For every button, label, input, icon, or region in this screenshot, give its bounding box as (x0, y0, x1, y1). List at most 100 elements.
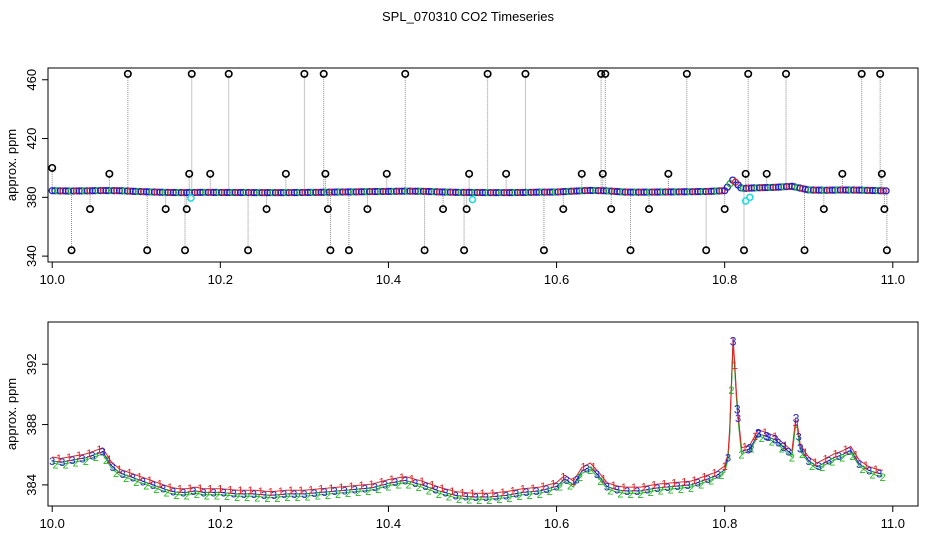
data-point-label: 2 (325, 490, 331, 502)
data-point-label: 2 (406, 479, 412, 491)
data-point-label: 1 (147, 475, 153, 487)
data-point-label: 2 (184, 490, 190, 502)
data-point-label: 2 (174, 490, 180, 502)
data-point-label: 1 (318, 484, 324, 496)
outlier-point (744, 69, 753, 78)
data-point-label: 3 (342, 485, 348, 497)
data-point-label: 1 (712, 468, 718, 480)
data-point-label: 2 (264, 493, 270, 505)
outlier-point (882, 246, 891, 255)
data-point-label: 2 (486, 495, 492, 507)
x-tick-label: 11.0 (881, 272, 905, 287)
x-tick-label: 10.6 (544, 272, 569, 287)
data-point-label: 3 (211, 487, 217, 499)
outlier-point (462, 205, 471, 214)
peak-label: 3 (755, 427, 762, 441)
data-point-label: 2 (759, 433, 765, 445)
peak-label: 3 (730, 335, 737, 349)
outlier-point (123, 69, 132, 78)
data-point-label: 1 (722, 461, 728, 473)
data-point-label: 2 (839, 453, 845, 465)
data-point-label: 2 (859, 464, 865, 476)
data-point-label: 3 (846, 446, 852, 458)
data-point-label: 3 (866, 465, 872, 477)
x-tick-label: 10.4 (376, 516, 401, 531)
y-axis-label: approx. ppm (4, 378, 19, 450)
data-point-label: 3 (816, 461, 822, 473)
outlier-point (782, 69, 791, 78)
outlier-point (483, 69, 492, 78)
data-point-label: 1 (732, 360, 738, 372)
data-point-label: 1 (459, 487, 465, 499)
data-point-label: 2 (799, 449, 805, 461)
data-point-label: 3 (251, 489, 257, 501)
data-point-label: 3 (190, 486, 196, 498)
data-point-label: 3 (745, 444, 751, 456)
bottom-panel: 10.0 10.2 10.4 10.6 10.8 11.0 384 388 392 approx.… (4, 321, 919, 531)
data-point-label: 1 (379, 476, 385, 488)
data-point-label: 1 (278, 486, 284, 498)
data-point-label: 1 (661, 479, 667, 491)
data-point-label: 2 (506, 493, 512, 505)
data-point-label: 2 (718, 470, 724, 482)
data-point-label: 3 (806, 456, 812, 468)
cyan-point (741, 197, 750, 205)
data-point-label: 3 (584, 464, 590, 476)
data-point-label: 1 (369, 479, 375, 491)
data-point-label: 2 (224, 491, 230, 503)
data-point-label: 2 (204, 490, 210, 502)
data-point-label: 1 (268, 487, 274, 499)
data-point-label: 2 (355, 487, 361, 499)
y-tick-label: 384 (24, 474, 39, 496)
data-point-label: 1 (358, 480, 364, 492)
data-point-label: 2 (305, 492, 311, 504)
data-point-label: 2 (698, 479, 704, 491)
peak-label: 3 (747, 442, 754, 456)
outlier-point (762, 169, 771, 178)
data-point-label: 3 (443, 488, 449, 500)
data-point-label: 3 (321, 487, 327, 499)
data-point-label: 2 (456, 494, 462, 506)
data-point-label: 2 (315, 491, 321, 503)
data-point-label: 2 (789, 453, 795, 465)
data-point-label: 3 (574, 474, 580, 486)
data-point (879, 187, 888, 195)
data-point-label: 2 (829, 457, 835, 469)
data-point-label: 3 (311, 488, 317, 500)
outlier-point (401, 69, 410, 78)
cyan-point (468, 195, 477, 204)
data-point-label: 2 (627, 489, 633, 501)
outlier-point (420, 246, 429, 255)
data-point-label: 2 (83, 456, 89, 468)
data-point-label: 1 (812, 457, 818, 469)
data-point-label: 1 (833, 448, 839, 460)
plot-frame (47, 67, 919, 263)
outlier-point (607, 205, 616, 214)
data-point-label: 2 (688, 483, 694, 495)
peak-label: 3 (797, 442, 804, 456)
data-point-label: 3 (180, 487, 186, 499)
data-point-label: 3 (130, 473, 136, 485)
outlier-point (300, 69, 309, 78)
data-point-label: 1 (237, 485, 243, 497)
data-point-label: 1 (76, 450, 82, 462)
data-point-label: 1 (429, 480, 435, 492)
data-point-label: 1 (843, 444, 849, 456)
data-point-label: 1 (580, 462, 586, 474)
data-point-label: 3 (160, 484, 166, 496)
data-point-label: 1 (197, 483, 203, 495)
data-point-label: 2 (254, 492, 260, 504)
outlier-point (67, 246, 76, 255)
data-point-label: 2 (436, 489, 442, 501)
peak-label: 3 (734, 402, 741, 416)
data-point-label: 2 (63, 459, 69, 471)
data-point-label: 2 (285, 492, 291, 504)
outlier-point (182, 205, 191, 214)
data-point-label: 1 (550, 479, 556, 491)
data-point-label: 1 (540, 481, 546, 493)
data-point-label: 1 (227, 485, 233, 497)
data-point-label: 3 (432, 485, 438, 497)
outlier-point (880, 205, 889, 214)
data-point-label: 3 (594, 469, 600, 481)
data-point-label: 3 (200, 487, 206, 499)
